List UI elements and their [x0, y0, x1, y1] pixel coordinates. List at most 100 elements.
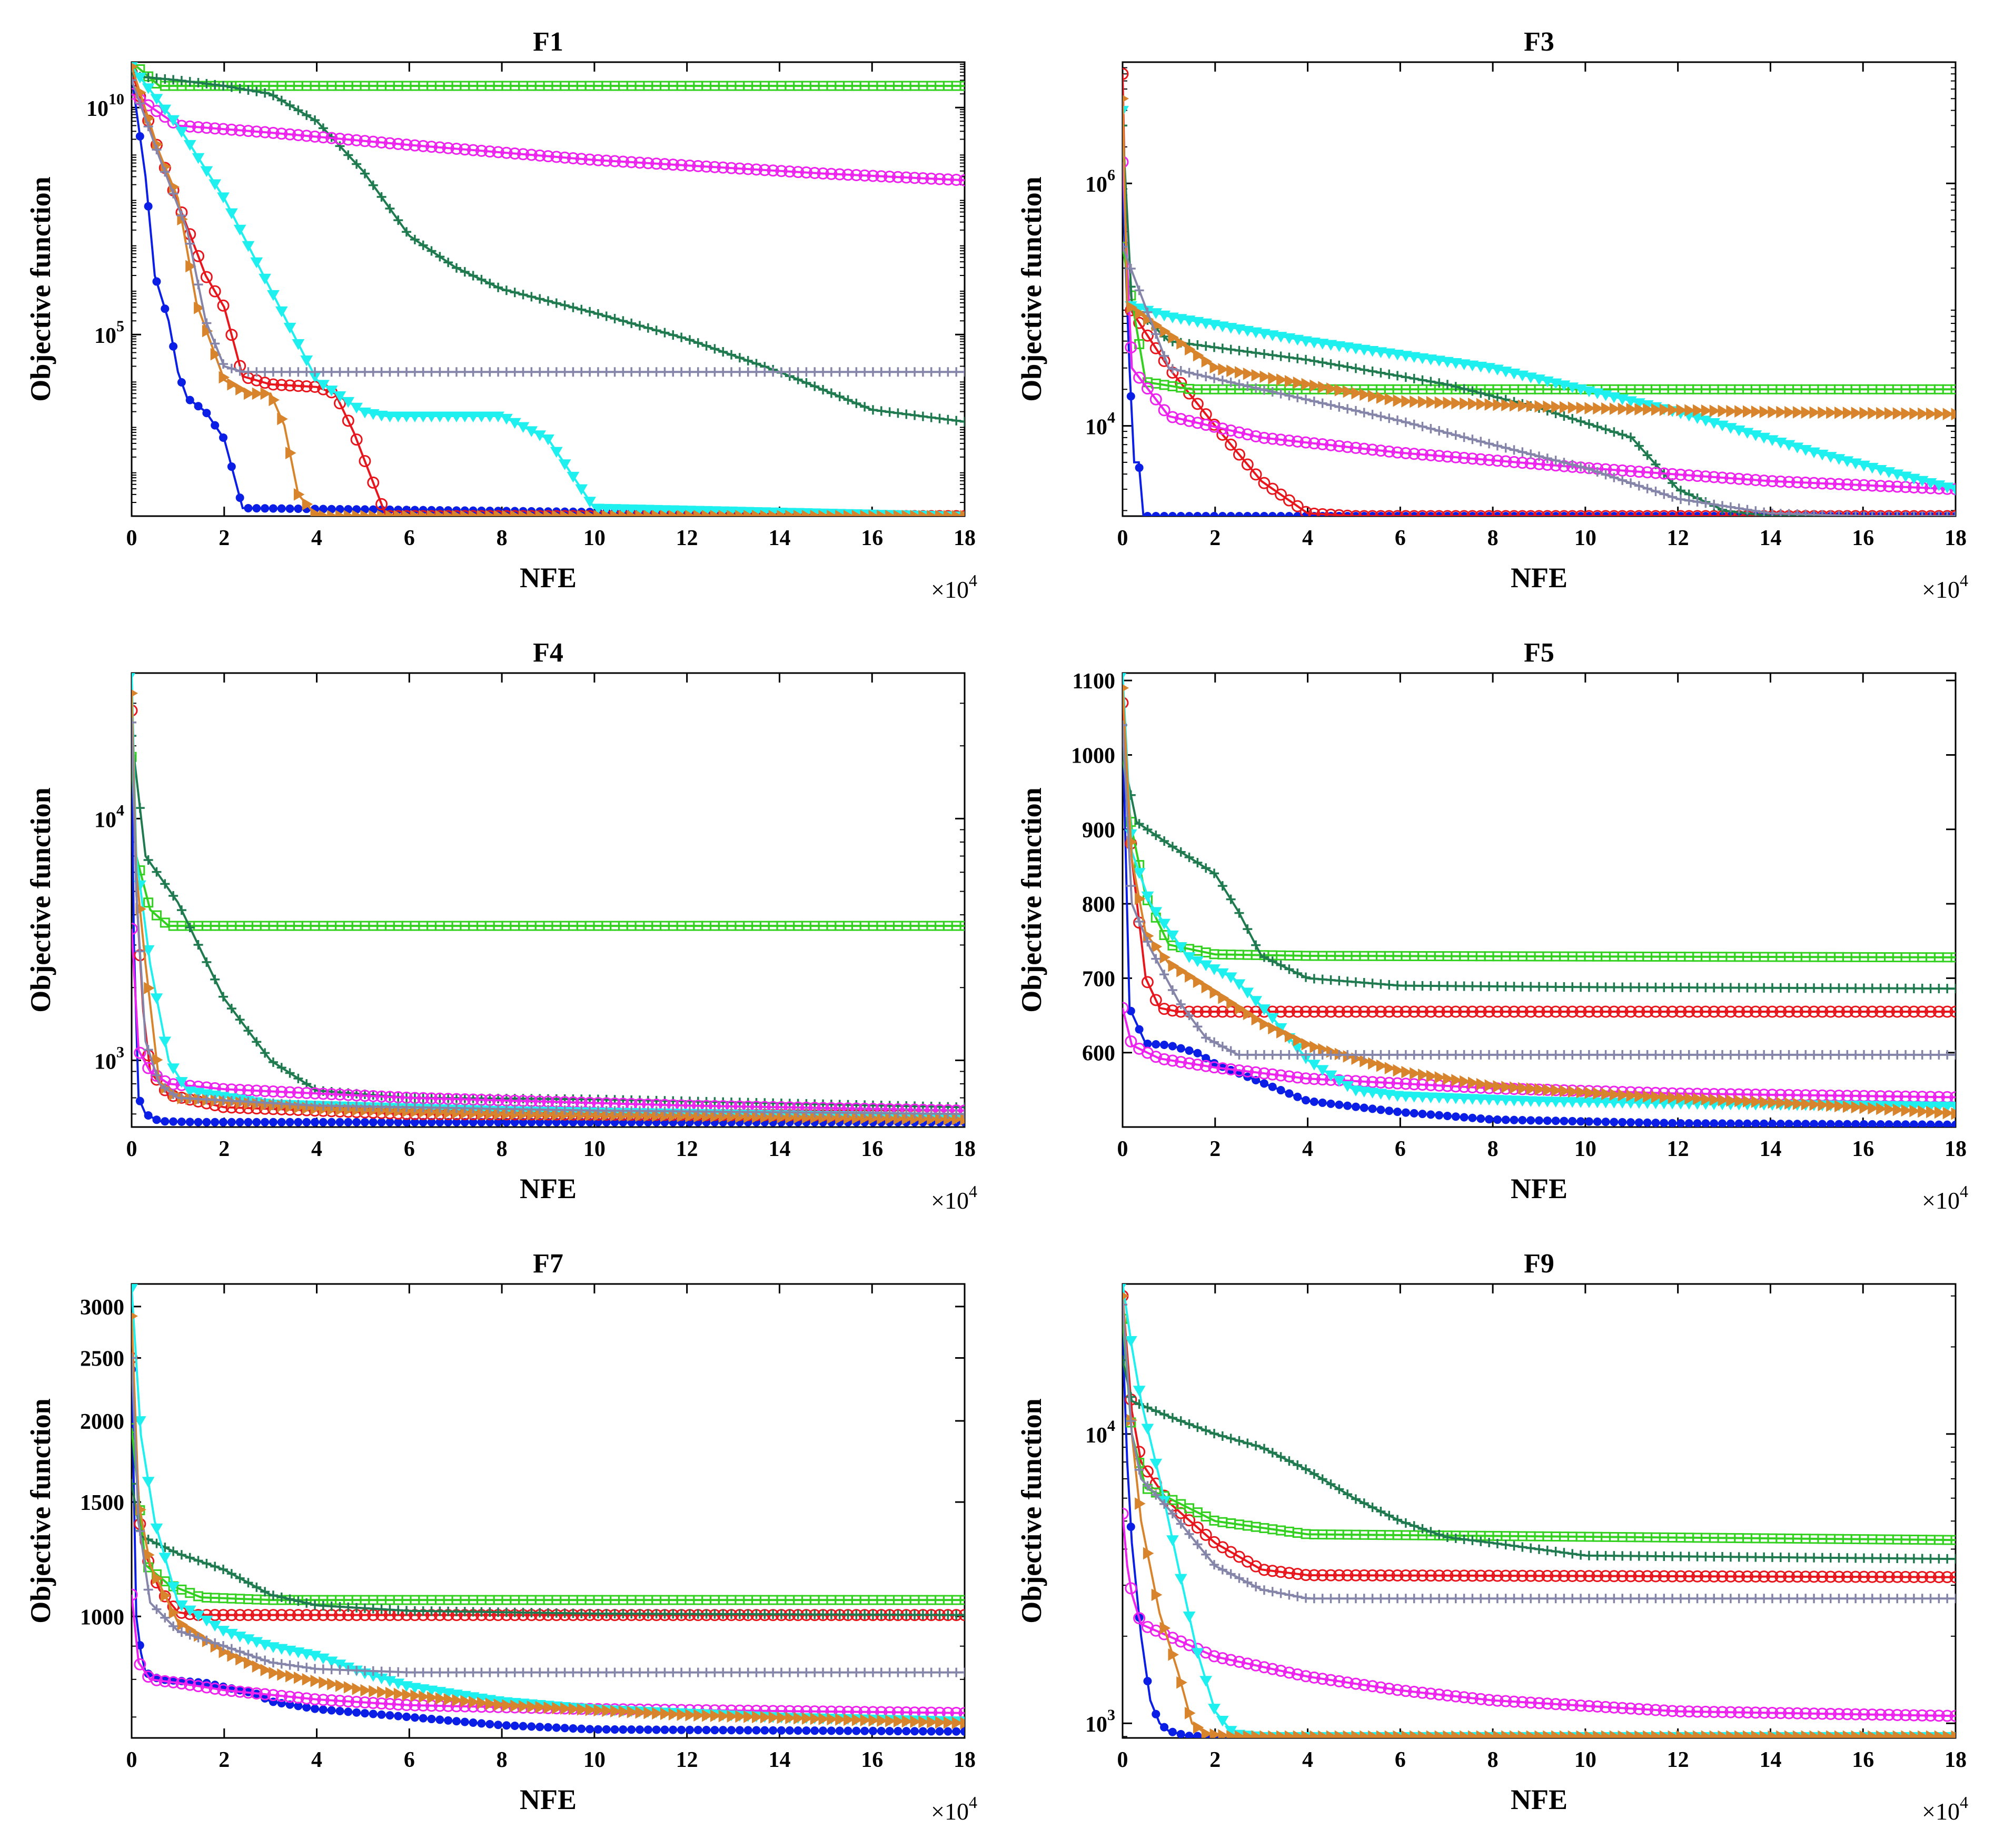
- data-point: [1601, 424, 1611, 434]
- data-point: [1949, 1005, 1956, 1018]
- data-point: [1176, 366, 1186, 376]
- data-point: [542, 434, 554, 446]
- data-point: [701, 1667, 711, 1677]
- data-point: [367, 135, 380, 148]
- data-point: [451, 367, 461, 377]
- data-point: [1360, 511, 1368, 516]
- data-point: [1468, 511, 1477, 516]
- data-point: [960, 1717, 965, 1730]
- data-point: [1166, 1054, 1179, 1067]
- data-point: [577, 1608, 587, 1618]
- data-point: [1500, 455, 1512, 468]
- data-point: [701, 341, 711, 351]
- data-point: [935, 1716, 946, 1729]
- data-point: [1784, 406, 1795, 419]
- data-point: [658, 158, 671, 171]
- data-point: [485, 510, 497, 516]
- data-point: [225, 208, 238, 220]
- data-point: [194, 1678, 203, 1687]
- data-point: [959, 1595, 965, 1605]
- data-point: [1493, 511, 1502, 516]
- data-point: [1641, 466, 1654, 479]
- data-point: [1951, 511, 1956, 516]
- data-point: [1135, 307, 1146, 320]
- data-point: [326, 1665, 336, 1675]
- data-point: [1668, 403, 1679, 417]
- data-point: [1526, 1116, 1535, 1125]
- data-point: [1243, 511, 1252, 516]
- x-tick-label: 0: [1117, 1137, 1128, 1161]
- data-point: [1360, 388, 1371, 401]
- data-point: [1474, 1569, 1487, 1582]
- data-point: [683, 159, 696, 172]
- data-point: [235, 366, 245, 376]
- x-tick-label: 0: [126, 1137, 137, 1161]
- data-point: [269, 393, 280, 407]
- data-point: [509, 147, 521, 160]
- data-point: [951, 1109, 961, 1119]
- data-point: [1143, 1402, 1153, 1412]
- data-point: [1749, 1570, 1762, 1583]
- data-point: [177, 1117, 186, 1126]
- x-tick-label: 6: [404, 526, 415, 550]
- data-point: [235, 1015, 245, 1025]
- data-point: [1601, 982, 1611, 992]
- data-point: [443, 510, 455, 516]
- data-point: [583, 497, 596, 508]
- data-point: [641, 505, 654, 516]
- data-point: [277, 1118, 286, 1126]
- data-point: [152, 145, 162, 155]
- data-point: [359, 1696, 371, 1709]
- data-point: [1534, 1050, 1544, 1060]
- data-point: [1609, 1050, 1619, 1060]
- data-point: [368, 180, 378, 190]
- data-point: [918, 1715, 929, 1728]
- data-point: [835, 1108, 845, 1118]
- data-point: [1417, 1050, 1427, 1060]
- data-point: [1376, 1050, 1386, 1060]
- data-point: [302, 1663, 312, 1673]
- data-point: [1734, 1094, 1745, 1108]
- data-point: [560, 1702, 571, 1715]
- data-point: [951, 1610, 961, 1620]
- data-point: [343, 1681, 355, 1694]
- data-point: [585, 1608, 595, 1618]
- data-point: [160, 1589, 172, 1602]
- data-point: [950, 174, 963, 186]
- data-point: [335, 1679, 346, 1692]
- data-point: [444, 1118, 453, 1126]
- data-point: [760, 1726, 769, 1735]
- data-point: [1926, 1120, 1935, 1127]
- data-point: [1442, 428, 1452, 438]
- data-point: [1418, 1068, 1429, 1081]
- data-point: [1407, 352, 1421, 363]
- data-point: [1841, 478, 1853, 491]
- data-point: [1307, 337, 1321, 349]
- data-point: [600, 154, 613, 167]
- data-point: [276, 1099, 286, 1109]
- data-point: [558, 459, 571, 470]
- data-point: [727, 1609, 737, 1619]
- data-point: [660, 1667, 670, 1677]
- data-point: [569, 1724, 578, 1733]
- data-point: [1609, 427, 1619, 437]
- data-point: [1634, 1118, 1643, 1127]
- data-point: [369, 1118, 378, 1126]
- data-point: [1433, 1569, 1445, 1582]
- data-point: [243, 1026, 253, 1036]
- data-point: [1574, 1570, 1587, 1583]
- data-point: [693, 510, 705, 516]
- data-point: [1243, 347, 1253, 357]
- data-point: [835, 1726, 844, 1735]
- data-point: [901, 1667, 911, 1677]
- data-point: [192, 1088, 205, 1099]
- data-point: [244, 1118, 253, 1126]
- data-point: [1374, 1089, 1387, 1100]
- data-point: [367, 1697, 380, 1709]
- data-point: [1226, 364, 1237, 377]
- data-point: [642, 157, 654, 170]
- data-point: [675, 159, 688, 172]
- data-point: [1476, 1078, 1487, 1091]
- data-point: [493, 1607, 503, 1617]
